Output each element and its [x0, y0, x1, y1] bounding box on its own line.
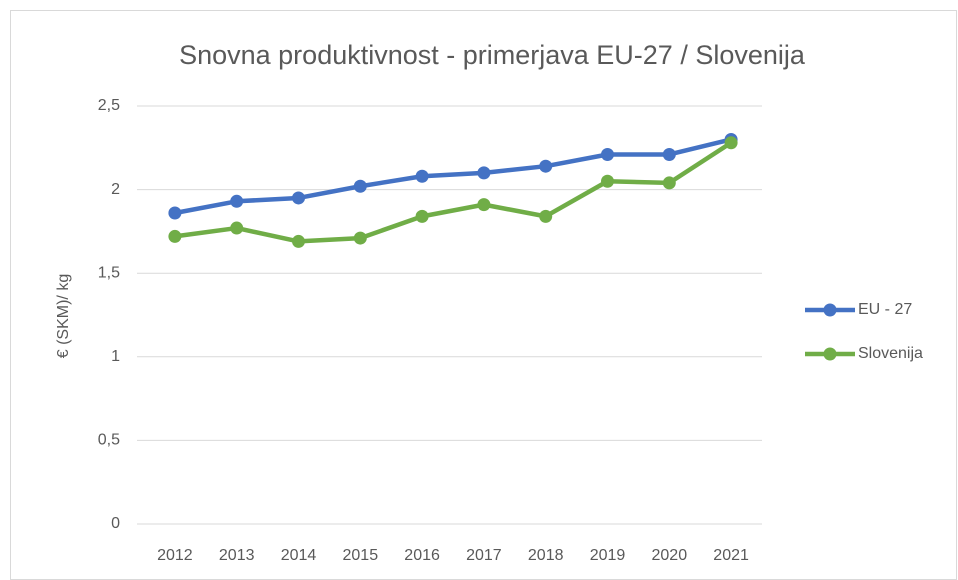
series-line — [174, 140, 733, 244]
point — [168, 206, 182, 220]
y-tick-label: 2 — [111, 181, 120, 198]
point — [477, 198, 491, 212]
x-tick-label: 2013 — [219, 547, 255, 564]
point — [230, 221, 244, 235]
point — [477, 166, 491, 180]
y-tick-label: 0,5 — [98, 432, 120, 449]
x-tick-label: 2014 — [281, 547, 317, 564]
x-tick-label: 2021 — [713, 547, 749, 564]
legend-marker — [823, 347, 837, 361]
point — [168, 229, 182, 243]
point — [601, 147, 614, 161]
point — [662, 147, 676, 161]
x-tick-label: 2020 — [652, 547, 688, 564]
x-tick-label: 2019 — [590, 547, 626, 564]
point — [539, 209, 553, 223]
y-axis-label: € (SKM)/ kg — [55, 274, 72, 358]
point — [230, 194, 244, 208]
x-tick-label: 2017 — [466, 547, 502, 564]
legend-marker — [823, 303, 837, 317]
x-tick-label: 2016 — [404, 547, 440, 564]
point — [353, 231, 367, 245]
point — [724, 136, 738, 150]
y-tick-label: 2,5 — [98, 97, 120, 114]
chart-title: Snovna produktivnost - primerjava EU-27 … — [179, 40, 806, 70]
point — [353, 179, 367, 193]
point — [601, 174, 614, 188]
point — [539, 159, 553, 173]
chart-border — [10, 10, 957, 580]
x-tick-label: 2012 — [157, 547, 193, 564]
point — [292, 191, 305, 205]
legend-label: EU - 27 — [858, 301, 912, 318]
point — [662, 176, 676, 190]
point — [292, 234, 305, 248]
y-tick-label: 1 — [111, 348, 120, 365]
legend-label: Slovenija — [858, 345, 923, 362]
series-line — [174, 137, 732, 216]
x-tick-label: 2015 — [343, 547, 379, 564]
point — [415, 209, 429, 223]
x-tick-label: 2018 — [528, 547, 564, 564]
point — [415, 169, 429, 183]
y-tick-label: 0 — [111, 515, 120, 532]
y-tick-label: 1,5 — [98, 264, 120, 281]
